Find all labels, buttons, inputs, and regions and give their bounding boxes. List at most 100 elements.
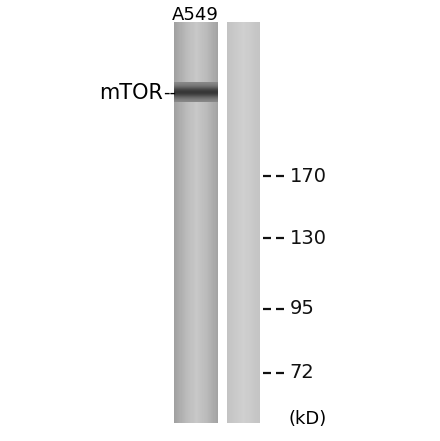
Bar — [199, 22, 201, 423]
Bar — [174, 95, 218, 96]
Bar — [174, 89, 218, 90]
Bar — [233, 22, 235, 423]
Bar — [174, 95, 218, 96]
Bar — [234, 22, 236, 423]
Bar — [174, 84, 218, 85]
Bar — [202, 22, 203, 423]
Bar — [174, 83, 218, 84]
Bar — [174, 98, 218, 99]
Bar — [215, 22, 216, 423]
Bar — [196, 22, 198, 423]
Bar — [237, 22, 238, 423]
Bar — [174, 101, 218, 102]
Bar — [174, 93, 218, 94]
Bar — [200, 22, 202, 423]
Bar — [250, 22, 251, 423]
Bar — [254, 22, 256, 423]
Bar — [174, 97, 218, 98]
Bar — [174, 93, 218, 94]
Bar — [174, 83, 218, 84]
Bar — [202, 22, 204, 423]
Bar — [174, 85, 218, 86]
Bar — [174, 89, 218, 90]
Bar — [185, 22, 187, 423]
Bar — [187, 22, 189, 423]
Bar — [243, 22, 245, 423]
Bar — [174, 94, 218, 95]
Text: (kD): (kD) — [289, 410, 327, 428]
Bar — [174, 86, 218, 87]
Bar — [189, 22, 191, 423]
Bar — [174, 90, 218, 91]
Bar — [249, 22, 250, 423]
Bar — [213, 22, 215, 423]
Text: 130: 130 — [290, 228, 326, 248]
Bar — [175, 22, 176, 423]
Bar — [182, 22, 183, 423]
Bar — [174, 91, 218, 92]
Bar — [203, 22, 205, 423]
Text: 95: 95 — [290, 299, 315, 318]
Bar — [174, 92, 218, 93]
Bar — [174, 99, 218, 100]
Bar — [174, 84, 218, 85]
Bar — [246, 22, 247, 423]
Bar — [174, 84, 218, 85]
Bar — [174, 86, 218, 87]
Bar — [206, 22, 207, 423]
Bar — [247, 22, 249, 423]
Bar — [174, 93, 218, 94]
Bar — [176, 22, 178, 423]
Bar — [193, 22, 194, 423]
Bar — [174, 99, 218, 100]
Bar — [174, 82, 218, 83]
Bar — [174, 94, 218, 95]
Bar — [257, 22, 259, 423]
Bar — [174, 101, 218, 102]
Bar — [180, 22, 181, 423]
Bar — [194, 22, 195, 423]
Bar — [174, 100, 218, 101]
Text: --: -- — [163, 84, 176, 101]
Bar — [174, 101, 218, 102]
Bar — [174, 89, 218, 90]
Bar — [174, 82, 218, 83]
Bar — [184, 22, 185, 423]
Bar — [174, 96, 218, 97]
Bar — [198, 22, 200, 423]
Bar — [208, 22, 209, 423]
Bar — [194, 22, 196, 423]
Bar — [191, 22, 193, 423]
Bar — [241, 22, 242, 423]
Bar — [257, 22, 258, 423]
Bar — [228, 22, 229, 423]
Bar — [174, 98, 218, 99]
Bar — [174, 98, 218, 99]
Bar — [188, 22, 190, 423]
Bar — [217, 22, 218, 423]
Bar — [205, 22, 206, 423]
Bar — [178, 22, 180, 423]
Bar — [174, 97, 218, 98]
Bar — [174, 90, 218, 91]
Bar — [253, 22, 254, 423]
Text: 72: 72 — [290, 363, 314, 382]
Bar — [174, 100, 218, 101]
Bar — [180, 22, 182, 423]
Bar — [183, 22, 184, 423]
Bar — [259, 22, 260, 423]
Bar — [240, 22, 241, 423]
Bar — [174, 92, 218, 93]
Bar — [216, 22, 217, 423]
Bar — [207, 22, 209, 423]
Bar — [174, 90, 218, 91]
Text: A549: A549 — [172, 7, 218, 24]
Bar — [238, 22, 239, 423]
Bar — [174, 87, 218, 88]
Bar — [232, 22, 234, 423]
Bar — [244, 22, 246, 423]
Bar — [197, 22, 198, 423]
Bar — [174, 92, 218, 93]
Bar — [174, 88, 218, 89]
Bar — [242, 22, 244, 423]
